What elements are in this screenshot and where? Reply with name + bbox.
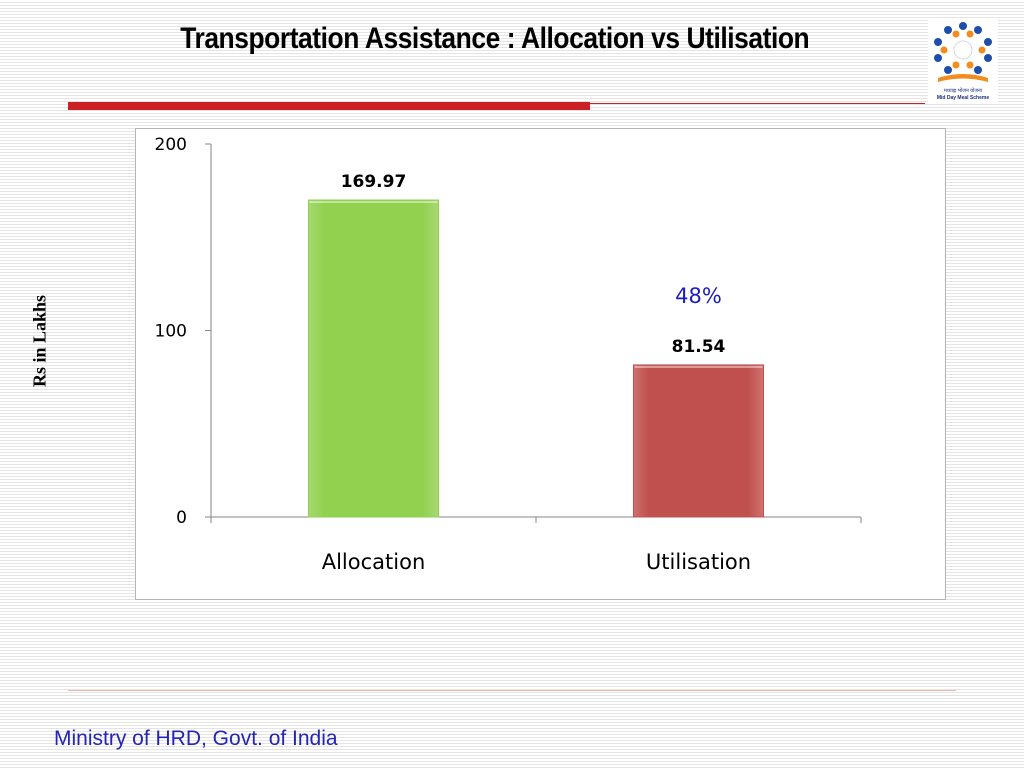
footer-divider xyxy=(68,690,956,691)
y-axis-title: Rs in Lakhs xyxy=(29,294,50,388)
logo-caption-hindi: मध्याह्न भोजन योजना xyxy=(943,88,983,94)
y-tick-label: 200 xyxy=(155,135,187,155)
bar-highlight xyxy=(634,365,763,368)
data-label: 169.97 xyxy=(341,172,407,192)
category-label: Utilisation xyxy=(646,550,751,574)
category-label: Allocation xyxy=(322,550,426,574)
chart-area: 0 100 200 169.97 Allocation 81.54 Utilisation 4… xyxy=(135,128,946,600)
bar-highlight xyxy=(309,201,438,204)
footer-text: Ministry of HRD, Govt. of India xyxy=(54,727,338,750)
mid-day-meal-logo: मध्याह्न भोजन योजना Mid Day Meal Scheme xyxy=(928,18,998,104)
title-underline-thin xyxy=(590,103,925,104)
y-tick-label: 100 xyxy=(155,322,187,342)
bar-chart: 0 100 200 169.97 Allocation 81.54 Utilisation 4… xyxy=(155,135,862,574)
data-label: 81.54 xyxy=(672,337,726,357)
bar-allocation xyxy=(308,199,439,518)
title-underline-red xyxy=(68,102,590,110)
logo-emblem-icon xyxy=(934,22,992,82)
bar-utilisation xyxy=(633,364,764,518)
slide-title: Transportation Assistance : Allocation v… xyxy=(180,22,810,55)
y-tick-label: 0 xyxy=(176,508,187,528)
utilisation-percentage: 48% xyxy=(675,284,722,308)
logo-caption: Mid Day Meal Scheme xyxy=(936,95,990,101)
